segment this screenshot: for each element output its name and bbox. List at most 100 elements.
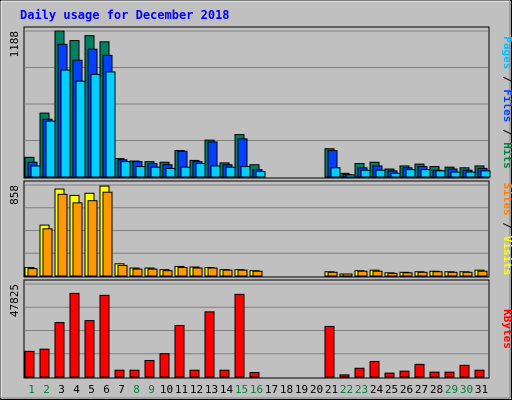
bar-pages-day-9 (150, 166, 161, 178)
day-label-3: 3 (58, 383, 65, 396)
day-label-13: 13 (205, 383, 218, 396)
panel-middle: 858 Sites / Visits (8, 180, 512, 278)
bar-pages-day-5 (90, 73, 101, 178)
bar-sites-day-8 (132, 268, 143, 277)
day-label-14: 14 (220, 383, 234, 396)
bar-kbytes-day-12 (189, 369, 200, 378)
bar-pages-day-7 (120, 161, 131, 178)
bar-kbytes-day-9 (144, 359, 155, 378)
panel-bottom-side-label: KBytes (501, 309, 512, 349)
day-label-18: 18 (280, 383, 293, 396)
side-label-part: Files (501, 89, 512, 122)
bar-kbytes-day-15 (234, 293, 245, 378)
day-label-28: 28 (430, 383, 443, 396)
bar-kbytes-day-10 (159, 353, 170, 378)
day-label-7: 7 (118, 383, 125, 396)
bar-sites-day-15 (237, 269, 248, 277)
bar-sites-day-9 (147, 268, 158, 277)
bar-sites-day-6 (102, 191, 113, 277)
bar-sites-day-12 (192, 267, 203, 277)
day-label-29: 29 (445, 383, 458, 396)
bar-pages-day-1 (30, 165, 41, 178)
bar-kbytes-day-16 (249, 372, 260, 378)
day-label-12: 12 (190, 383, 203, 396)
series-pages (30, 69, 491, 178)
bar-sites-day-29 (447, 271, 458, 277)
bar-sites-day-2 (42, 228, 53, 277)
day-label-10: 10 (160, 383, 173, 396)
day-label-11: 11 (175, 383, 188, 396)
bar-pages-day-27 (420, 169, 431, 178)
day-label-23: 23 (355, 383, 368, 396)
bar-pages-day-29 (450, 171, 461, 178)
bar-sites-day-16 (252, 270, 263, 277)
day-label-30: 30 (460, 383, 473, 396)
day-label-17: 17 (265, 383, 278, 396)
side-label-part: Pages (501, 36, 512, 69)
bar-pages-day-4 (75, 80, 86, 178)
bar-pages-day-24 (375, 169, 386, 178)
bar-pages-day-14 (225, 166, 236, 178)
bar-kbytes-day-21 (324, 325, 335, 378)
bar-kbytes-day-6 (99, 294, 110, 378)
bar-kbytes-day-14 (219, 369, 230, 378)
day-label-16: 16 (250, 383, 263, 396)
bar-kbytes-day-23 (354, 367, 365, 378)
chart-title: Daily usage for December 2018 (20, 8, 230, 22)
bar-pages-day-2 (45, 120, 56, 178)
day-label-5: 5 (88, 383, 95, 396)
bar-sites-day-22 (342, 273, 353, 277)
bar-pages-day-3 (60, 69, 71, 178)
day-label-25: 25 (385, 383, 398, 396)
day-label-21: 21 (325, 383, 338, 396)
bar-kbytes-day-24 (369, 360, 380, 378)
bar-sites-day-13 (207, 267, 218, 277)
chart-panels: 1188 Pages / Files / Hits 858 Sites / Visit… (8, 26, 512, 379)
bar-pages-day-16 (255, 170, 266, 178)
panel-top-side-label: Pages / Files / Hits (501, 36, 512, 169)
bar-sites-day-4 (72, 202, 83, 277)
side-label-part: Sites (501, 183, 512, 216)
side-label-part: / (501, 216, 512, 236)
bar-kbytes-day-31 (474, 369, 485, 378)
side-label-part: / (501, 69, 512, 89)
day-label-27: 27 (415, 383, 428, 396)
bar-pages-day-22 (345, 174, 356, 178)
side-label-part: / (501, 122, 512, 142)
panel-middle-ymax-label: 858 (8, 185, 21, 205)
bar-pages-day-21 (330, 167, 341, 178)
panel-middle-side-label: Sites / Visits (501, 183, 512, 276)
panel-top: 1188 Pages / Files / Hits (8, 26, 512, 179)
panel-bottom: 47825 KBytes (8, 279, 512, 379)
bar-pages-day-26 (405, 169, 416, 178)
bar-sites-day-24 (372, 270, 383, 277)
day-label-6: 6 (103, 383, 110, 396)
bar-pages-day-30 (465, 171, 476, 178)
bar-pages-day-11 (180, 166, 191, 178)
bar-pages-day-31 (480, 170, 491, 178)
bar-pages-day-6 (105, 71, 116, 178)
day-label-22: 22 (340, 383, 353, 396)
bar-sites-day-26 (402, 272, 413, 277)
bar-kbytes-day-11 (174, 324, 185, 378)
bar-sites-day-28 (432, 271, 443, 277)
bar-kbytes-day-26 (399, 370, 410, 378)
bar-sites-day-7 (117, 264, 128, 277)
day-labels: 1 2 3 4 5 6 7 8 9 10 11 12 13 14 15 16 17 18 19 20 21 22 23 24 2… (28, 383, 488, 396)
bar-kbytes-day-25 (384, 372, 395, 378)
panel-top-ymax-label: 1188 (8, 31, 21, 58)
bar-pages-day-12 (195, 162, 206, 178)
bar-pages-day-15 (240, 166, 251, 178)
bar-kbytes-day-2 (39, 348, 50, 378)
day-label-8: 8 (133, 383, 140, 396)
bar-sites-day-25 (387, 272, 398, 277)
day-label-31: 31 (475, 383, 488, 396)
bar-sites-day-1 (27, 268, 38, 277)
bar-kbytes-day-1 (24, 350, 35, 378)
bar-kbytes-day-13 (204, 311, 215, 378)
bar-kbytes-day-4 (69, 292, 80, 378)
bar-pages-day-28 (435, 170, 446, 178)
bar-sites-day-21 (327, 271, 338, 277)
bar-pages-day-10 (165, 167, 176, 178)
